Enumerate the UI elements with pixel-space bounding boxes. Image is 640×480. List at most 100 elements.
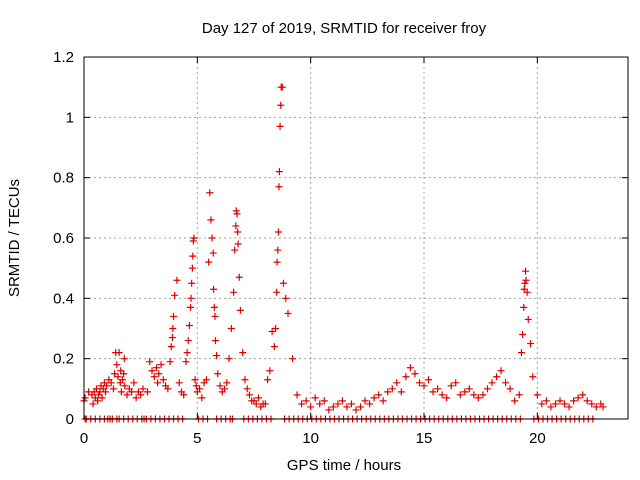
data-point xyxy=(153,364,161,372)
data-point xyxy=(438,391,446,399)
data-point xyxy=(115,349,123,357)
data-point xyxy=(274,246,282,254)
data-point xyxy=(255,394,263,402)
data-point xyxy=(89,400,97,408)
data-point xyxy=(235,273,243,281)
data-point xyxy=(366,400,374,408)
data-point xyxy=(111,370,119,378)
data-point xyxy=(479,391,487,399)
data-point xyxy=(521,279,529,287)
data-point xyxy=(261,400,269,408)
data-point xyxy=(209,249,217,257)
data-point xyxy=(538,400,546,408)
data-point xyxy=(206,189,214,197)
data-point xyxy=(187,303,195,311)
data-point xyxy=(117,388,125,396)
data-point xyxy=(139,385,147,393)
data-point xyxy=(167,343,175,351)
data-point xyxy=(185,321,193,329)
data-point xyxy=(157,361,165,369)
data-point xyxy=(94,397,102,405)
data-point xyxy=(298,400,306,408)
data-point xyxy=(95,391,103,399)
data-point xyxy=(107,379,115,387)
data-point xyxy=(120,355,128,363)
data-point xyxy=(361,397,369,405)
data-point xyxy=(143,388,151,396)
data-point xyxy=(130,379,138,387)
data-point xyxy=(208,234,216,242)
data-point xyxy=(113,361,121,369)
data-point xyxy=(474,394,482,402)
data-point xyxy=(483,385,491,393)
data-point xyxy=(415,379,423,387)
data-point xyxy=(282,294,290,302)
data-point xyxy=(357,403,365,411)
y-tick-label: 1.2 xyxy=(53,49,74,66)
data-point xyxy=(592,403,600,411)
data-point xyxy=(234,240,242,248)
data-point xyxy=(488,379,496,387)
data-point xyxy=(166,358,174,366)
data-point xyxy=(180,391,188,399)
data-point xyxy=(561,400,569,408)
data-point xyxy=(114,373,122,381)
data-point xyxy=(429,388,437,396)
data-point xyxy=(92,385,100,393)
data-point xyxy=(277,101,285,109)
data-point xyxy=(239,349,247,357)
data-point xyxy=(148,367,156,375)
data-point xyxy=(302,397,310,405)
chart-title: Day 127 of 2019, SRMTID for receiver fro… xyxy=(202,20,487,37)
data-point xyxy=(225,355,233,363)
data-point xyxy=(175,379,183,387)
data-point xyxy=(522,267,530,275)
data-point xyxy=(270,343,278,351)
axis-ticks xyxy=(83,56,628,420)
data-point xyxy=(275,168,283,176)
x-tick-label: 20 xyxy=(529,430,546,447)
data-point xyxy=(393,379,401,387)
data-point xyxy=(227,325,235,332)
data-point xyxy=(316,400,324,408)
data-point xyxy=(211,312,219,320)
data-point xyxy=(213,352,221,360)
data-point xyxy=(547,403,555,411)
data-point xyxy=(588,400,596,408)
data-point xyxy=(522,276,530,284)
data-point xyxy=(320,397,328,405)
data-point xyxy=(519,331,527,339)
data-point xyxy=(182,358,190,366)
data-point xyxy=(155,370,163,378)
data-point xyxy=(520,303,528,311)
data-point xyxy=(384,388,392,396)
data-point xyxy=(551,400,559,408)
data-markers xyxy=(80,83,607,423)
x-tick-label: 0 xyxy=(80,430,88,447)
data-point xyxy=(402,373,410,381)
data-point xyxy=(456,391,464,399)
data-point xyxy=(527,340,535,348)
data-point xyxy=(325,406,333,414)
data-point xyxy=(470,391,478,399)
data-point xyxy=(232,222,240,230)
data-point xyxy=(81,394,89,402)
data-point xyxy=(183,349,191,357)
data-point xyxy=(119,376,127,384)
y-axis-label: SRMTID / TECUs xyxy=(6,179,23,297)
data-point xyxy=(202,376,210,384)
data-point xyxy=(171,291,179,299)
data-point xyxy=(241,376,249,384)
data-point xyxy=(599,403,607,411)
data-point xyxy=(347,400,355,408)
x-tick-label: 10 xyxy=(302,430,319,447)
y-tick-label: 0.6 xyxy=(53,230,74,247)
data-point xyxy=(497,367,505,375)
data-point xyxy=(523,288,531,296)
data-point xyxy=(234,228,242,236)
data-point xyxy=(205,258,213,266)
y-tick-label: 0.2 xyxy=(53,351,74,368)
data-point xyxy=(506,385,514,393)
data-point xyxy=(98,394,106,402)
data-point xyxy=(233,210,241,218)
